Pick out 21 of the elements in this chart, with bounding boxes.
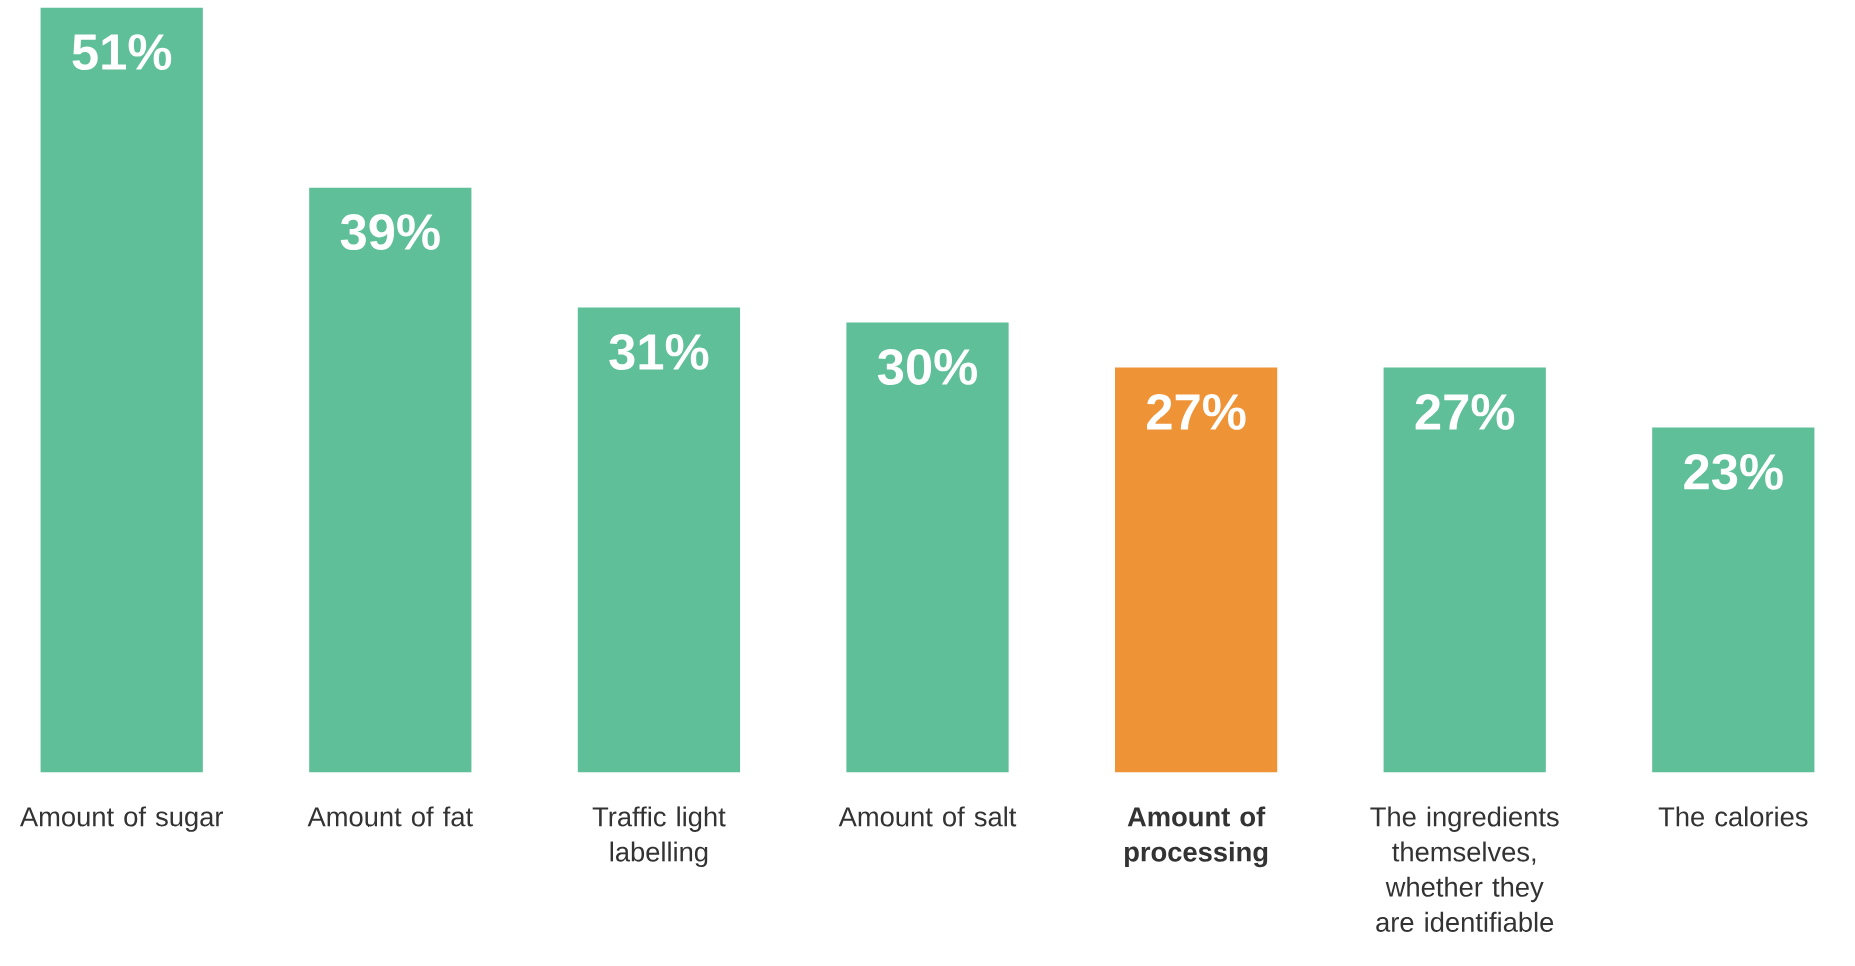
data-label: 23% bbox=[1684, 453, 1783, 490]
x-tick-label: Amount of processing bbox=[1125, 806, 1268, 867]
x-tick-label: Traffic light labelling bbox=[592, 806, 726, 867]
data-label: 39% bbox=[340, 213, 440, 250]
bar bbox=[309, 187, 472, 772]
data-label: 27% bbox=[1147, 393, 1246, 430]
x-tick-label: Amount of fat bbox=[307, 806, 473, 827]
bar bbox=[1383, 367, 1546, 772]
bar bbox=[1652, 427, 1815, 772]
bar bbox=[1114, 367, 1278, 772]
data-label: 31% bbox=[609, 333, 709, 370]
bar bbox=[40, 7, 203, 772]
x-tick-label: Amount of sugar bbox=[19, 806, 224, 832]
bar bbox=[846, 322, 1009, 772]
x-tick-label: The calories bbox=[1658, 806, 1808, 827]
data-label: 30% bbox=[877, 348, 977, 385]
x-tick-label: The ingredients themselves, whether they are identifiable bbox=[1370, 806, 1559, 932]
x-tick-label: Amount of salt bbox=[838, 806, 1017, 827]
bar bbox=[577, 307, 741, 772]
data-label: 27% bbox=[1415, 393, 1515, 430]
data-label: 51% bbox=[72, 34, 172, 70]
